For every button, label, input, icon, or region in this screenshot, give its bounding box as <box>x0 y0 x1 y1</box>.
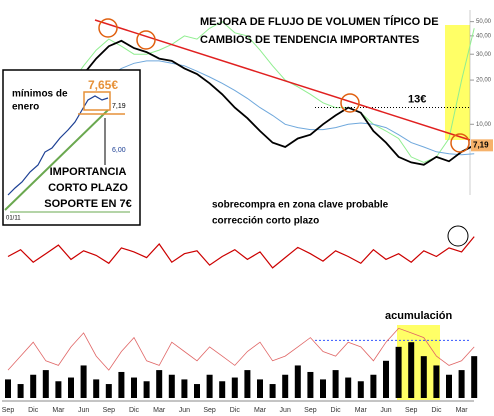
price-tag <box>471 139 493 152</box>
y-tick-label: 40,00 <box>476 33 492 39</box>
inset-label: 7,19 <box>112 103 126 110</box>
x-tick-label: Dic <box>331 407 342 414</box>
bar <box>332 370 339 398</box>
x-tick-label: Sep <box>203 407 216 414</box>
highlight-circle <box>450 133 470 153</box>
bar <box>105 384 112 398</box>
bar <box>370 374 377 398</box>
bar <box>282 374 289 398</box>
bar <box>168 374 175 398</box>
y-tick-label: 50,00 <box>476 19 492 25</box>
x-tick-label: Mar <box>254 407 267 414</box>
inset-label: CORTO PLAZO <box>48 182 128 194</box>
bar <box>357 381 364 398</box>
bar <box>269 384 276 398</box>
bar <box>420 356 427 398</box>
bar <box>446 374 452 398</box>
bar <box>219 381 226 398</box>
line-series <box>7 20 475 163</box>
inset-range <box>83 91 111 111</box>
inset-label: 7,65€ <box>88 78 118 92</box>
highlight-circle <box>447 225 469 247</box>
highlight <box>397 325 440 400</box>
bar <box>93 379 100 398</box>
annotation: sobrecompra en zona clave probable <box>212 200 389 211</box>
annotation: MEJORA DE FLUJO DE VOLUMEN TÍPICO DE <box>200 15 439 28</box>
x-tick-label: Mar <box>456 407 469 414</box>
line-series <box>7 327 475 371</box>
bar <box>320 379 326 398</box>
x-tick-label: Jun <box>380 407 391 414</box>
x-tick-label: Dic <box>129 407 140 414</box>
bar <box>206 374 213 398</box>
inset-label: mínimos de <box>12 89 68 100</box>
bar <box>244 370 251 398</box>
x-tick-label: Dic <box>431 407 442 414</box>
x-tick-label: Dic <box>230 407 241 414</box>
bar <box>42 370 49 398</box>
inset-box <box>2 69 141 226</box>
bar <box>30 374 37 398</box>
bar <box>408 342 415 398</box>
inset-label: 6,00 <box>112 147 126 154</box>
x-tick-label: Sep <box>405 407 418 414</box>
bar <box>307 371 314 398</box>
x-tick-label: Sep <box>103 407 116 414</box>
y-tick-label: 30,00 <box>476 52 492 58</box>
x-tick-label: Sep <box>2 407 15 414</box>
inset-label: SOPORTE EN 7€ <box>44 198 131 210</box>
x-tick-label: Jun <box>280 407 291 414</box>
inset-trend <box>4 109 109 211</box>
x-tick-label: Mar <box>153 407 166 414</box>
x-tick-label: Dic <box>28 407 39 414</box>
bar <box>118 371 125 398</box>
bar <box>143 381 150 398</box>
bar <box>395 346 402 398</box>
x-tick-label: Jun <box>78 407 89 414</box>
x-tick-label: Jun <box>179 407 190 414</box>
bar <box>156 370 163 398</box>
bar <box>383 360 389 398</box>
line-series <box>7 236 475 269</box>
x-tick-label: Mar <box>52 407 65 414</box>
bar <box>294 365 301 398</box>
bar <box>55 381 62 398</box>
annotation: CAMBIOS DE TENDENCIA IMPORTANTES <box>200 34 419 46</box>
highlight-circle <box>340 93 360 113</box>
x-tick-label: Sep <box>304 407 317 414</box>
bar <box>257 379 263 398</box>
bar <box>68 377 74 398</box>
annotation: acumulación <box>385 310 453 322</box>
bar <box>433 365 440 398</box>
highlight <box>445 25 470 140</box>
trend-line <box>94 19 471 141</box>
bar <box>5 379 11 398</box>
highlight-circle <box>136 30 156 50</box>
bar <box>345 377 352 398</box>
inset: 7,65€ mínimos de enero 7,19 6,00 IMPORTANCIA C… <box>2 69 141 226</box>
bar <box>194 384 200 398</box>
bar <box>181 379 188 398</box>
inset-label: enero <box>12 102 39 113</box>
y-tick-label: 20,00 <box>476 78 492 84</box>
y-tick-label: 10,00 <box>476 122 492 128</box>
bar <box>471 356 478 398</box>
bar <box>17 384 24 398</box>
inset-label: IMPORTANCIA <box>50 166 127 178</box>
highlight-circle <box>98 18 118 38</box>
annotation: corrección corto plazo <box>212 216 319 227</box>
level-label: 13€ <box>408 93 426 105</box>
x-tick-label: Mar <box>355 407 368 414</box>
bar <box>131 377 137 398</box>
bar <box>231 377 238 398</box>
price-label: 7,19 <box>473 140 489 149</box>
bar <box>80 365 87 398</box>
inset-label: 01/11 <box>6 216 21 222</box>
bar <box>458 370 465 398</box>
inset-line <box>7 95 109 196</box>
